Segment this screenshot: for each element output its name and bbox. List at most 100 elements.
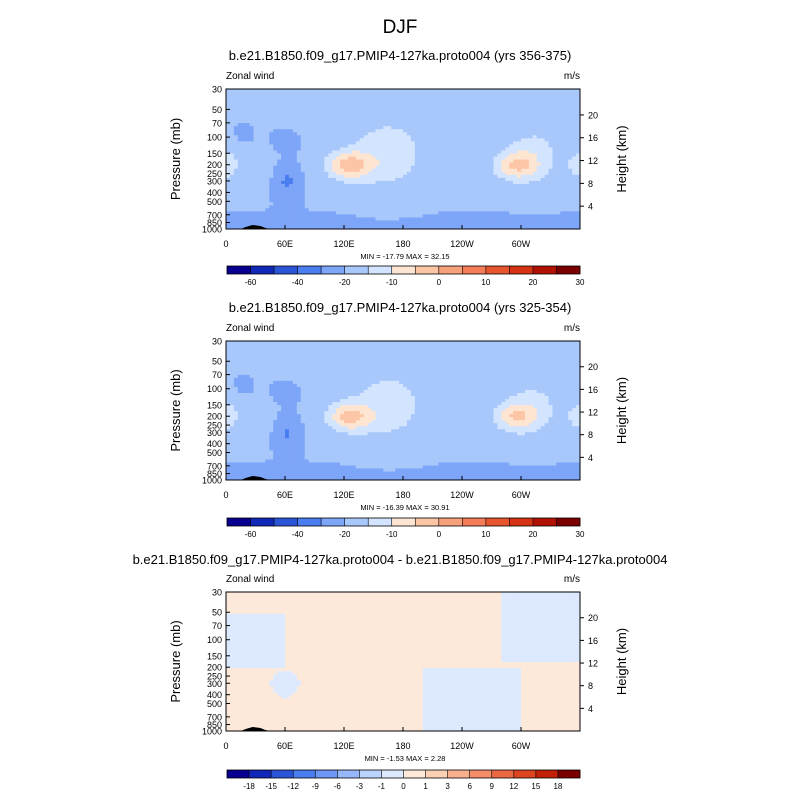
- heatmap-cell: [517, 201, 522, 206]
- heatmap-cell: [462, 210, 467, 215]
- heatmap-cell: [316, 455, 321, 460]
- heatmap-cell: [253, 146, 259, 151]
- heatmap-cell: [336, 461, 341, 466]
- heatmap-cell: [450, 192, 455, 197]
- heatmap-cell: [265, 95, 270, 99]
- heatmap-cell: [312, 149, 318, 154]
- heatmap-cell: [292, 201, 298, 206]
- heatmap-cell: [261, 104, 266, 108]
- heatmap-cell: [442, 222, 447, 227]
- heatmap-cell: [462, 470, 467, 475]
- heatmap-cell: [304, 192, 310, 197]
- heatmap-cell: [528, 222, 534, 227]
- heatmap-cell: [229, 89, 235, 93]
- heatmap-cell: [324, 180, 329, 184]
- heatmap-cell: [340, 177, 345, 181]
- heatmap-cell: [328, 143, 333, 148]
- heatmap-cell: [265, 140, 270, 145]
- heatmap-cell: [229, 152, 235, 157]
- heatmap-cell: [340, 189, 345, 194]
- heatmap-cell: [332, 113, 337, 117]
- heatmap-cell: [442, 98, 447, 102]
- heatmap-cell: [363, 189, 369, 194]
- heatmap-cell: [245, 137, 251, 142]
- heatmap-cell: [521, 201, 526, 206]
- heatmap-cell: [261, 155, 266, 160]
- heatmap-cell: [375, 128, 380, 133]
- heatmap-cell: [403, 95, 408, 99]
- heatmap-cell: [308, 131, 314, 136]
- heatmap-cell: [458, 473, 463, 478]
- heatmap-cell: [379, 473, 384, 478]
- heatmap-cell: [536, 168, 542, 172]
- heatmap-cell: [528, 171, 534, 175]
- heatmap-cell: [521, 125, 526, 130]
- heatmap-cell: [312, 101, 318, 105]
- heatmap-cell: [403, 461, 408, 466]
- heatmap-cell: [560, 162, 565, 166]
- heatmap-cell: [462, 162, 467, 166]
- heatmap-cell: [458, 137, 463, 142]
- heatmap-cell: [371, 458, 377, 463]
- heatmap-cell: [422, 137, 428, 142]
- heatmap-cell: [513, 134, 518, 139]
- heatmap-cell: [391, 470, 396, 475]
- heatmap-cell: [379, 155, 384, 160]
- heatmap-cell: [241, 225, 247, 229]
- heatmap-cell: [351, 159, 357, 163]
- colorbar-box: [462, 266, 487, 274]
- heatmap-cell: [351, 152, 357, 157]
- heatmap-cell: [273, 198, 278, 203]
- heatmap-cell: [269, 219, 274, 224]
- heatmap-cell: [465, 210, 471, 215]
- heatmap-cell: [324, 455, 329, 460]
- heatmap-cell: [288, 137, 294, 142]
- heatmap-cell: [312, 152, 318, 157]
- heatmap-cell: [308, 195, 314, 200]
- heatmap-cell: [414, 189, 420, 194]
- heatmap-cell: [450, 180, 455, 184]
- heatmap-cell: [454, 213, 459, 218]
- heatmap-cell: [568, 162, 573, 166]
- heatmap-cell: [312, 461, 318, 466]
- heatmap-cell: [501, 165, 506, 169]
- heatmap-cell: [438, 213, 443, 218]
- heatmap-cell: [450, 171, 455, 175]
- heatmap-cell: [430, 89, 436, 93]
- heatmap-cell: [359, 177, 365, 181]
- heatmap-cell: [367, 464, 373, 469]
- heatmap-cell: [320, 225, 325, 229]
- heatmap-cell: [387, 134, 392, 139]
- heatmap-cell: [340, 467, 345, 472]
- heatmap-cell: [418, 168, 424, 172]
- heatmap-cell: [568, 146, 573, 151]
- heatmap-cell: [509, 174, 514, 178]
- heatmap-cell: [340, 119, 345, 124]
- heatmap-cell: [229, 183, 235, 187]
- heatmap-cell: [375, 225, 380, 229]
- heatmap-cell: [375, 140, 380, 145]
- heatmap-cell: [548, 171, 554, 175]
- heatmap-cell: [359, 168, 365, 172]
- heatmap-cell: [285, 110, 290, 114]
- heatmap-cell: [521, 213, 526, 218]
- heatmap-cell: [410, 128, 416, 133]
- heatmap-cell: [532, 162, 538, 166]
- heatmap-cell: [336, 174, 341, 178]
- heatmap-cell: [395, 162, 400, 166]
- heatmap-cell: [241, 155, 247, 160]
- heatmap-cell: [226, 110, 231, 114]
- heatmap-cell: [281, 119, 286, 124]
- heatmap-cell: [332, 192, 337, 197]
- heatmap-cell: [517, 470, 522, 475]
- heatmap-cell: [229, 119, 235, 124]
- heatmap-cell: [509, 104, 514, 108]
- heatmap-cell: [532, 219, 538, 224]
- heatmap-cell: [308, 183, 314, 187]
- heatmap-cell: [269, 189, 274, 194]
- heatmap-cell: [288, 168, 294, 172]
- heatmap-cell: [509, 222, 514, 227]
- heatmap-cell: [229, 174, 235, 178]
- heatmap-cell: [497, 455, 502, 460]
- heatmap-cell: [285, 171, 290, 175]
